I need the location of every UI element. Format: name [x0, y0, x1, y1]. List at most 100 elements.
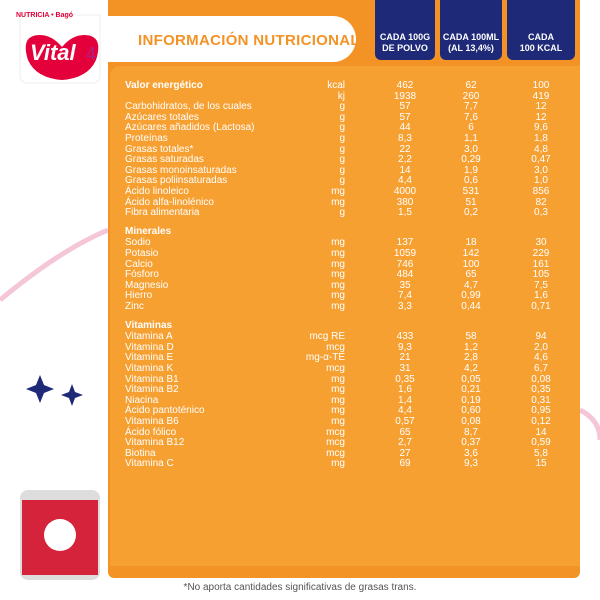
unit: mg — [331, 405, 345, 417]
row-label: Proteínas — [125, 133, 168, 144]
column-header-line: CADA 100ML — [442, 32, 500, 42]
title: INFORMACIÓN NUTRICIONAL — [138, 32, 360, 49]
unit: mg — [331, 237, 345, 249]
value: 1,5 — [398, 207, 412, 219]
value: 0,60 — [461, 405, 481, 417]
value: 260 — [462, 90, 480, 102]
unit: g — [339, 175, 345, 187]
unit: mg — [331, 301, 345, 312]
row-label: Grasas poliinsaturadas — [125, 175, 228, 187]
footnote: *No aporta cantidades significativas de … — [183, 582, 417, 593]
column-header: CADA 100G DE POLVO — [375, 0, 435, 60]
unit: mg — [331, 258, 345, 270]
row-label: Magnesio — [125, 279, 169, 291]
value: 58 — [465, 331, 477, 343]
unit: mg — [331, 290, 345, 302]
row-label: Hierro — [125, 290, 153, 302]
value: 1,6 — [534, 290, 548, 302]
value: 100 — [462, 258, 480, 270]
value: 18 — [465, 237, 477, 249]
value: 2,0 — [534, 341, 548, 353]
row-label: Ácido alfa-linolénico — [125, 196, 214, 208]
unit: mcg — [326, 426, 345, 438]
row-label: Fibra alimentaria — [125, 207, 200, 219]
value: 65 — [399, 426, 411, 438]
value: 0,47 — [531, 154, 551, 166]
value: 1,2 — [464, 341, 478, 353]
unit: mg — [331, 279, 345, 291]
value: 0,35 — [395, 373, 415, 385]
value: 0,21 — [461, 384, 481, 396]
value: 380 — [396, 196, 414, 208]
value: 462 — [396, 80, 414, 91]
value: 1,9 — [464, 164, 478, 176]
row-label: Ácido linoleico — [125, 186, 189, 197]
unit: mg — [331, 394, 345, 406]
row-label: Grasas saturadas — [125, 154, 204, 166]
column-header-line: 100 KCAL — [519, 43, 563, 53]
row-label: Vitamina B1 — [125, 373, 179, 385]
value: 94 — [535, 331, 547, 343]
unit: mg — [331, 186, 345, 197]
value: 0,2 — [464, 207, 478, 219]
value: 0,19 — [461, 394, 481, 406]
value: 7,6 — [464, 111, 478, 123]
value: 69 — [399, 458, 411, 470]
value: 142 — [462, 248, 480, 259]
value: 3,6 — [464, 447, 478, 459]
unit: kcal — [327, 80, 345, 91]
column-header: CADA 100 KCAL — [507, 0, 575, 60]
value: 0,71 — [531, 301, 551, 312]
unit: mcg — [326, 447, 345, 459]
value: 229 — [532, 248, 550, 259]
value: 44 — [399, 122, 411, 134]
unit: mg — [331, 248, 345, 259]
row-label: Biotina — [125, 447, 156, 459]
logo-text: Vital — [30, 40, 76, 65]
value: 0,37 — [461, 437, 481, 449]
value: 0,3 — [534, 207, 548, 219]
value: 6,7 — [534, 363, 548, 374]
value: 856 — [532, 186, 550, 197]
row-label: Carbohidratos, de los cuales — [125, 101, 252, 113]
value: 5,8 — [534, 447, 548, 459]
column-header-line: CADA 100G — [379, 32, 431, 42]
value: 1059 — [393, 248, 417, 259]
value: 9,6 — [534, 122, 548, 134]
value: 0,29 — [461, 154, 481, 166]
value: 4,2 — [464, 363, 478, 374]
column-header-line: (AL 13,4%) — [448, 43, 494, 53]
row-label: Sodio — [125, 237, 151, 249]
row-label: Vitamina D — [125, 341, 174, 353]
row-label: Vitamina B2 — [125, 384, 179, 396]
value: 8,3 — [398, 133, 412, 144]
value: 62 — [465, 80, 477, 91]
value: 3,3 — [398, 301, 412, 312]
value: 21 — [399, 352, 411, 364]
value: 57 — [399, 111, 411, 123]
value: 2,2 — [398, 154, 412, 166]
column-header-line: DE POLVO — [382, 43, 428, 53]
value: 2,8 — [464, 352, 478, 364]
value: 14 — [535, 426, 547, 438]
value: 419 — [532, 90, 550, 102]
value: 9,3 — [398, 341, 412, 353]
value: 4000 — [393, 186, 417, 197]
unit: g — [339, 122, 345, 134]
value: 0,12 — [531, 416, 551, 427]
value: 4,6 — [534, 352, 548, 364]
unit: g — [339, 207, 345, 219]
row-label: Ácido fólico — [125, 426, 177, 438]
value: 82 — [535, 196, 547, 208]
value: 0,6 — [464, 175, 478, 187]
value: 137 — [396, 237, 414, 249]
value: 14 — [399, 164, 411, 176]
value: 8,7 — [464, 426, 478, 438]
unit: mcg RE — [309, 331, 345, 343]
value: 0,05 — [461, 373, 481, 385]
row-label: Vitamina C — [125, 458, 174, 470]
value: 1,1 — [464, 133, 478, 144]
value: 1,6 — [398, 384, 412, 396]
row-label: Potasio — [125, 248, 159, 259]
value: 531 — [462, 186, 480, 197]
